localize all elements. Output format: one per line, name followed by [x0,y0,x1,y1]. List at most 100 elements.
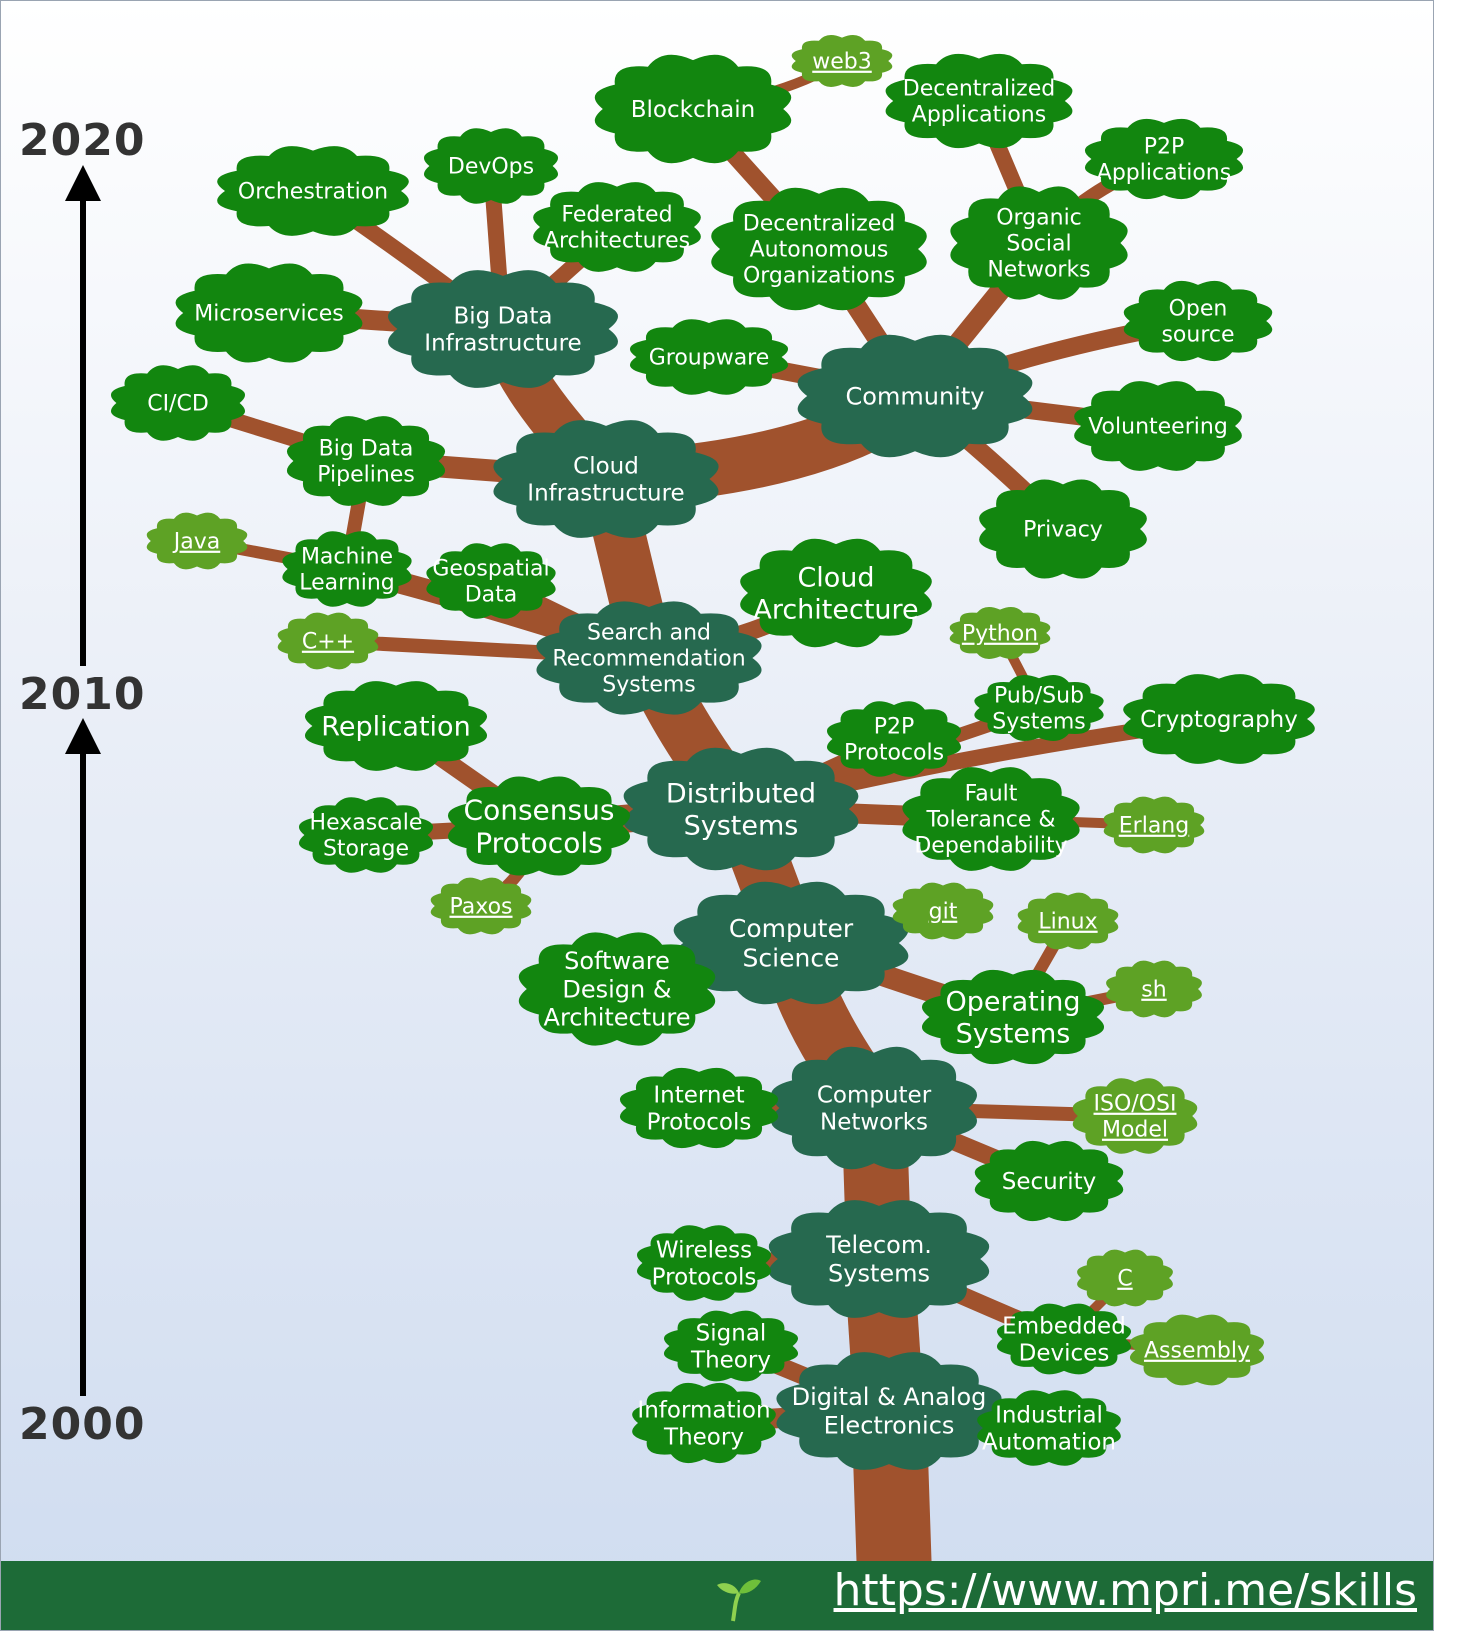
node-dao-label: Decentralized Autonomous Organizations [743,212,895,289]
node-replication-label: Replication [321,712,470,743]
node-web3-label[interactable]: web3 [812,50,872,75]
node-privacy-cloud [979,479,1147,579]
node-clouds: Digital & Analog Electronics Telecom. Syste… [110,35,1315,1470]
node-signal-theory-label: Signal Theory [690,1321,771,1374]
node-hexascale-cloud [298,797,434,873]
node-linux[interactable]: Linux [1017,892,1119,950]
node-consensus: Consensus Protocols [447,776,631,876]
node-paxos-cloud [430,877,532,935]
node-iso-osi-label[interactable]: ISO/OSI Model [1094,1092,1177,1143]
node-hexascale: Hexascale Storage [298,797,434,873]
node-paxos[interactable]: Paxos [430,877,532,935]
node-p2p-protocols: P2P Protocols [826,701,962,777]
node-embedded-cloud [996,1303,1132,1375]
node-internet-protocols-label: Internet Protocols [647,1083,752,1136]
node-c-label[interactable]: C [1117,1267,1132,1292]
node-security: Security [974,1140,1124,1222]
node-volunteering-label: Volunteering [1088,415,1228,440]
node-pubsub: Pub/Sub Systems [974,674,1104,742]
node-sh-label[interactable]: sh [1141,978,1166,1003]
node-assembly-label[interactable]: Assembly [1144,1339,1250,1364]
node-java[interactable]: Java [146,512,248,570]
node-groupware-label: Groupware [649,346,770,371]
node-distributed-label: Distributed Systems [666,779,816,842]
node-web3-cloud [791,35,893,87]
node-telecom-label: Telecom. Systems [825,1231,932,1287]
node-telecom-cloud [768,1200,990,1318]
node-networks-cloud [771,1046,977,1170]
node-cloud-infra-label: Cloud Infrastructure [527,454,684,507]
node-assembly-cloud [1129,1314,1265,1386]
node-geospatial-label: Geospatial Data [432,557,549,608]
year-label-2020: 2020 [19,115,146,166]
node-wireless-label: Wireless Protocols [652,1238,757,1291]
node-assembly[interactable]: Assembly [1129,1314,1265,1386]
node-erlang-label[interactable]: Erlang [1119,814,1189,839]
node-bigdata-pipelines: Big Data Pipelines [286,416,446,506]
node-cs-label: Computer Science [729,914,854,973]
node-replication-cloud [304,681,488,771]
node-signal-theory-cloud [663,1310,799,1382]
node-internet-protocols-cloud [619,1067,779,1149]
node-cicd-cloud [110,365,246,441]
node-python-cloud [949,607,1051,659]
node-devops: DevOps [423,128,559,204]
node-devops-label: DevOps [448,155,534,180]
node-iso-osi[interactable]: ISO/OSI Model [1072,1078,1198,1154]
node-networks: Computer Networks [771,1046,977,1170]
node-p2p-protocols-label: P2P Protocols [844,715,944,766]
node-microservices-label: Microservices [194,302,343,327]
node-iso-osi-cloud [1072,1078,1198,1154]
node-blockchain: Blockchain [594,54,792,164]
year-label-2010: 2010 [19,669,146,720]
node-web3[interactable]: web3 [791,35,893,87]
node-embedded: Embedded Devices [996,1303,1132,1375]
node-python-label[interactable]: Python [962,622,1038,647]
node-git-label[interactable]: git [929,900,958,925]
node-java-cloud [146,512,248,570]
node-machine-learning-cloud [282,531,412,607]
node-dao-cloud [711,187,927,311]
node-privacy-label: Privacy [1023,518,1103,543]
node-cpp-label[interactable]: C++ [302,630,354,655]
node-groupware: Groupware [629,319,789,395]
footer-url-link[interactable]: https://www.mpri.me/skills [833,1565,1417,1616]
node-open-source: Open source [1123,280,1273,362]
node-sh[interactable]: sh [1106,960,1202,1018]
node-consensus-label: Consensus Protocols [464,793,615,859]
node-python[interactable]: Python [949,607,1051,659]
node-digital-analog-cloud [776,1352,1002,1470]
node-community-cloud [797,334,1033,458]
node-git[interactable]: git [892,882,994,940]
node-industrial: Industrial Automation [977,1390,1121,1466]
node-wireless-cloud [636,1225,772,1301]
node-open-source-label: Open source [1161,297,1234,348]
node-distributed: Distributed Systems [623,747,859,871]
node-c[interactable]: C [1077,1249,1173,1307]
node-erlang[interactable]: Erlang [1103,796,1205,854]
node-cpp-cloud [277,612,379,670]
node-groupware-cloud [629,319,789,395]
node-consensus-cloud [447,776,631,876]
node-sh-cloud [1106,960,1202,1018]
node-cpp[interactable]: C++ [277,612,379,670]
node-linux-label[interactable]: Linux [1038,910,1097,935]
node-organic-social-label: Organic Social Networks [987,206,1090,283]
node-cloud-arch-cloud [740,538,932,648]
node-cs-cloud [673,881,909,1005]
node-federated-cloud [533,182,701,272]
node-bigdata-pipelines-label: Big Data Pipelines [317,437,415,488]
tree-canvas: Digital & Analog Electronics Telecom. Syste… [65,35,1315,1561]
node-federated-label: Federated Architectures [544,203,690,254]
node-community: Community [797,334,1033,458]
node-organic-social-cloud [950,186,1128,300]
node-digital-analog-label: Digital & Analog Electronics [792,1383,987,1439]
node-fault-tolerance-label: Fault Tolerance & Dependability [914,782,1067,859]
node-embedded-label: Embedded Devices [1002,1314,1126,1367]
node-machine-learning-label: Machine Learning [299,545,395,596]
node-pubsub-label: Pub/Sub Systems [992,684,1086,735]
node-paxos-label[interactable]: Paxos [449,895,512,920]
node-sw-design-cloud [518,932,716,1046]
node-bigdata-infra-cloud [388,270,618,388]
node-java-label[interactable]: Java [172,530,220,555]
